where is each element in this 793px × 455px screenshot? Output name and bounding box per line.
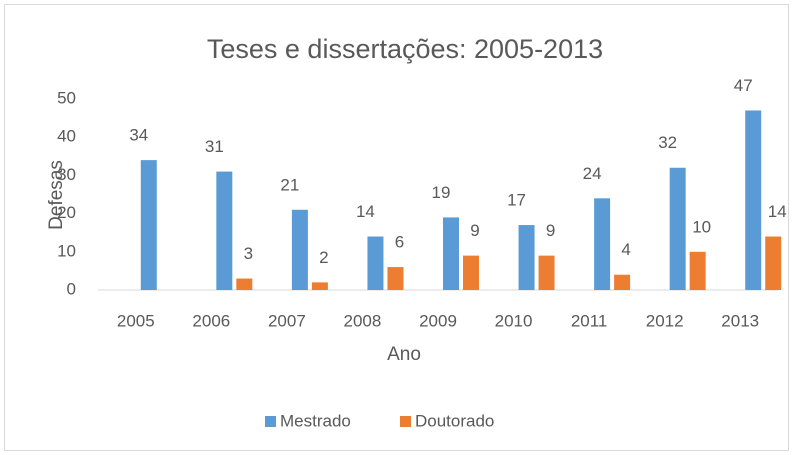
y-tick-label: 30 xyxy=(57,165,76,184)
bar xyxy=(236,278,253,290)
chart-title: Teses e dissertações: 2005-2013 xyxy=(207,34,603,64)
data-label: 9 xyxy=(470,221,479,240)
data-label: 31 xyxy=(205,137,224,156)
x-tick-label: 2005 xyxy=(117,311,155,330)
bar xyxy=(594,198,611,290)
x-tick-label: 2007 xyxy=(268,311,306,330)
y-tick-label: 0 xyxy=(67,279,76,298)
data-label: 17 xyxy=(507,191,526,210)
data-label: 34 xyxy=(129,126,148,145)
bar xyxy=(765,236,782,290)
data-label: 14 xyxy=(356,202,375,221)
y-tick-label: 40 xyxy=(57,127,76,146)
bar xyxy=(140,160,157,290)
bar xyxy=(291,209,308,290)
data-label: 3 xyxy=(244,244,253,263)
bar xyxy=(216,171,233,290)
bar xyxy=(311,282,328,290)
y-tick-label: 20 xyxy=(57,203,76,222)
bar xyxy=(538,255,555,290)
data-label: 47 xyxy=(734,76,753,95)
data-label: 32 xyxy=(658,133,677,152)
bar xyxy=(518,225,535,290)
data-label: 14 xyxy=(768,202,787,221)
bar xyxy=(463,255,479,290)
bar xyxy=(614,274,631,290)
x-tick-label: 2012 xyxy=(646,311,684,330)
x-tick-label: 2006 xyxy=(192,311,230,330)
legend-swatch xyxy=(265,416,276,427)
y-tick-label: 10 xyxy=(57,241,76,260)
y-tick-label: 50 xyxy=(57,88,76,107)
bar xyxy=(745,110,762,291)
x-tick-label: 2008 xyxy=(344,311,382,330)
bar xyxy=(443,217,459,290)
x-axis-title: Ano xyxy=(387,344,421,365)
y-axis-title: Defesas xyxy=(46,160,67,230)
x-tick-label: 2010 xyxy=(495,311,533,330)
data-label: 24 xyxy=(583,164,602,183)
x-tick-label: 2013 xyxy=(721,311,759,330)
data-label: 19 xyxy=(432,183,451,202)
data-label: 2 xyxy=(319,248,328,267)
bar xyxy=(689,251,706,290)
bar xyxy=(367,236,384,290)
data-label: 6 xyxy=(395,233,404,252)
data-label: 21 xyxy=(280,175,299,194)
legend-label: Mestrado xyxy=(280,411,351,430)
x-tick-label: 2011 xyxy=(571,311,608,330)
chart-border xyxy=(4,4,789,451)
legend-label: Doutorado xyxy=(415,411,494,430)
bar xyxy=(387,267,404,290)
bar xyxy=(669,167,686,290)
data-label: 9 xyxy=(546,221,555,240)
data-label: 10 xyxy=(692,217,711,236)
legend-swatch xyxy=(400,416,411,427)
data-label: 4 xyxy=(621,240,630,259)
x-tick-label: 2009 xyxy=(419,311,457,330)
